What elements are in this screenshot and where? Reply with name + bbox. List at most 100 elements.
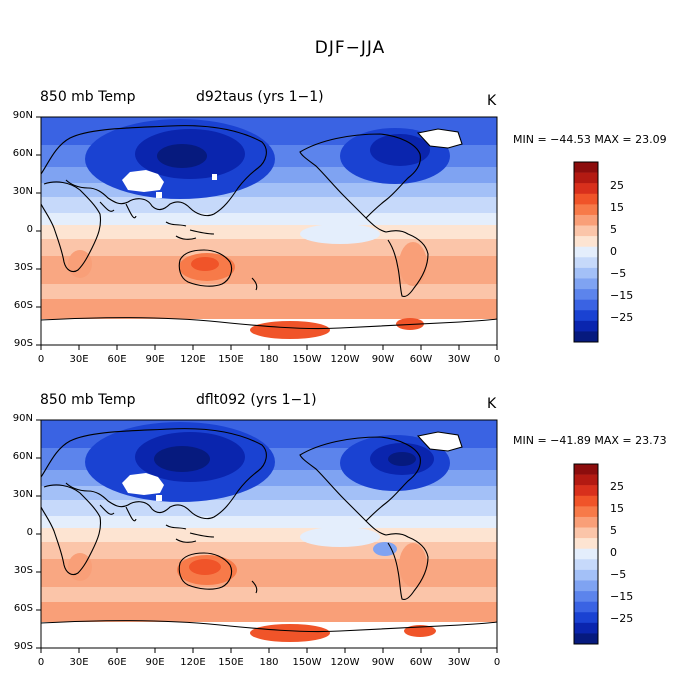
lon-tick: 90E [145,354,165,365]
lon-tick: 120E [180,354,206,365]
colorbar-swatch [574,193,598,205]
colorbar-swatch [574,214,598,226]
colorbar-swatch [574,204,598,216]
colorbar-label: −25 [610,612,634,625]
colorbar-swatch [574,257,598,269]
colorbar-label: 5 [610,223,617,236]
units-label: K [487,93,497,109]
colorbar-swatch [574,320,598,332]
lon-tick: 30W [447,354,471,365]
lon-tick: 0 [37,657,45,668]
colorbar-label: 25 [610,480,624,493]
map-panel-bottom: 850 mb Temp dflt092 (yrs 1−1) K MIN = −4… [0,387,700,697]
colorbar-swatch [574,516,598,528]
lon-tick: 0 [493,657,501,668]
colorbar-swatch [574,559,598,571]
colorbar [573,161,599,343]
colorbar-swatch [574,278,598,290]
colorbar-swatch [574,331,598,343]
lon-tick: 150W [292,354,322,365]
run-label: dflt092 (yrs 1−1) [196,392,317,408]
colorbar-swatch [574,172,598,184]
field-label: 850 mb Temp [40,392,136,408]
lat-tick: 0 [26,224,33,235]
colorbar-swatch [574,289,598,300]
lon-tick: 30E [69,657,89,668]
colorbar-swatch [574,548,598,560]
lat-tick: 60S [13,603,33,614]
lat-tick: 60N [12,451,33,462]
colorbar-swatch [574,246,598,258]
units-label: K [487,396,497,412]
colorbar-label: 0 [610,245,617,258]
lat-tick: 0 [26,527,33,538]
lon-tick: 30E [69,354,89,365]
colorbar-swatch [574,267,598,279]
colorbar-swatch [574,591,598,602]
lon-tick: 150E [218,657,244,668]
colorbar-swatch [574,612,598,624]
colorbar-label: −15 [610,289,634,302]
page-title: DJF−JJA [314,38,386,58]
temperature-map [36,419,498,653]
lon-tick: 0 [493,354,501,365]
lon-tick: 90W [371,657,395,668]
lat-tick: 90S [13,338,33,349]
colorbar-label: 15 [610,502,624,515]
lat-tick: 90N [12,110,33,121]
lon-tick: 60W [409,354,433,365]
lon-tick: 30W [447,657,471,668]
temperature-map [36,116,498,350]
colorbar-label: 0 [610,546,617,559]
colorbar-swatch [574,495,598,507]
colorbar-label: −5 [610,267,627,280]
colorbar-swatch [574,580,598,592]
lon-tick: 150W [292,657,322,668]
field-label: 850 mb Temp [40,89,136,105]
colorbar-label: 15 [610,201,624,214]
colorbar-label: −15 [610,590,634,603]
lat-tick: 30S [13,262,33,273]
colorbar-swatch [574,183,598,195]
lon-tick: 60E [107,657,127,668]
colorbar-swatch [574,601,598,613]
colorbar-swatch [574,236,598,248]
lon-tick: 180 [259,354,279,365]
lat-tick: 30N [12,489,33,500]
colorbar-swatch [574,299,598,311]
run-label: d92taus (yrs 1−1) [196,89,324,105]
lat-tick: 30N [12,186,33,197]
lon-tick: 0 [37,354,45,365]
lon-tick: 150E [218,354,244,365]
lon-tick: 60W [409,657,433,668]
colorbar-swatch [574,622,598,634]
lat-tick: 60N [12,148,33,159]
minmax-label: MIN = −44.53 MAX = 23.09 [513,133,667,146]
lon-tick: 120W [330,354,360,365]
colorbar-label: 25 [610,179,624,192]
lon-tick: 90E [145,657,165,668]
colorbar-swatch [574,633,598,645]
lon-tick: 180 [259,657,279,668]
colorbar-swatch [574,538,598,550]
map-panel-top: 850 mb Temp d92taus (yrs 1−1) K MIN = −4… [0,84,700,394]
lon-tick: 60E [107,354,127,365]
lat-tick: 90S [13,641,33,652]
lon-tick: 120E [180,657,206,668]
colorbar-swatch [574,506,598,518]
colorbar-label: −25 [610,311,634,324]
colorbar-label: −5 [610,568,627,581]
colorbar-label: 5 [610,524,617,537]
colorbar-swatch [574,474,598,486]
lat-tick: 30S [13,565,33,576]
lat-tick: 90N [12,413,33,424]
colorbar-swatch [574,527,598,539]
lon-tick: 90W [371,354,395,365]
colorbar-border [573,463,599,645]
colorbar-border [573,161,599,343]
colorbar-swatch [574,464,598,475]
colorbar-swatch [574,569,598,581]
lat-tick: 60S [13,300,33,311]
colorbar-swatch [574,485,598,497]
colorbar-swatch [574,162,598,173]
